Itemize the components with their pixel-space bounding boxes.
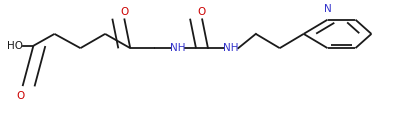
Text: HO: HO	[7, 41, 23, 51]
Text: N: N	[324, 4, 332, 14]
Text: O: O	[120, 7, 128, 17]
Text: NH: NH	[170, 43, 186, 53]
Text: NH: NH	[223, 43, 239, 53]
Text: O: O	[198, 7, 206, 17]
Text: O: O	[16, 91, 25, 101]
